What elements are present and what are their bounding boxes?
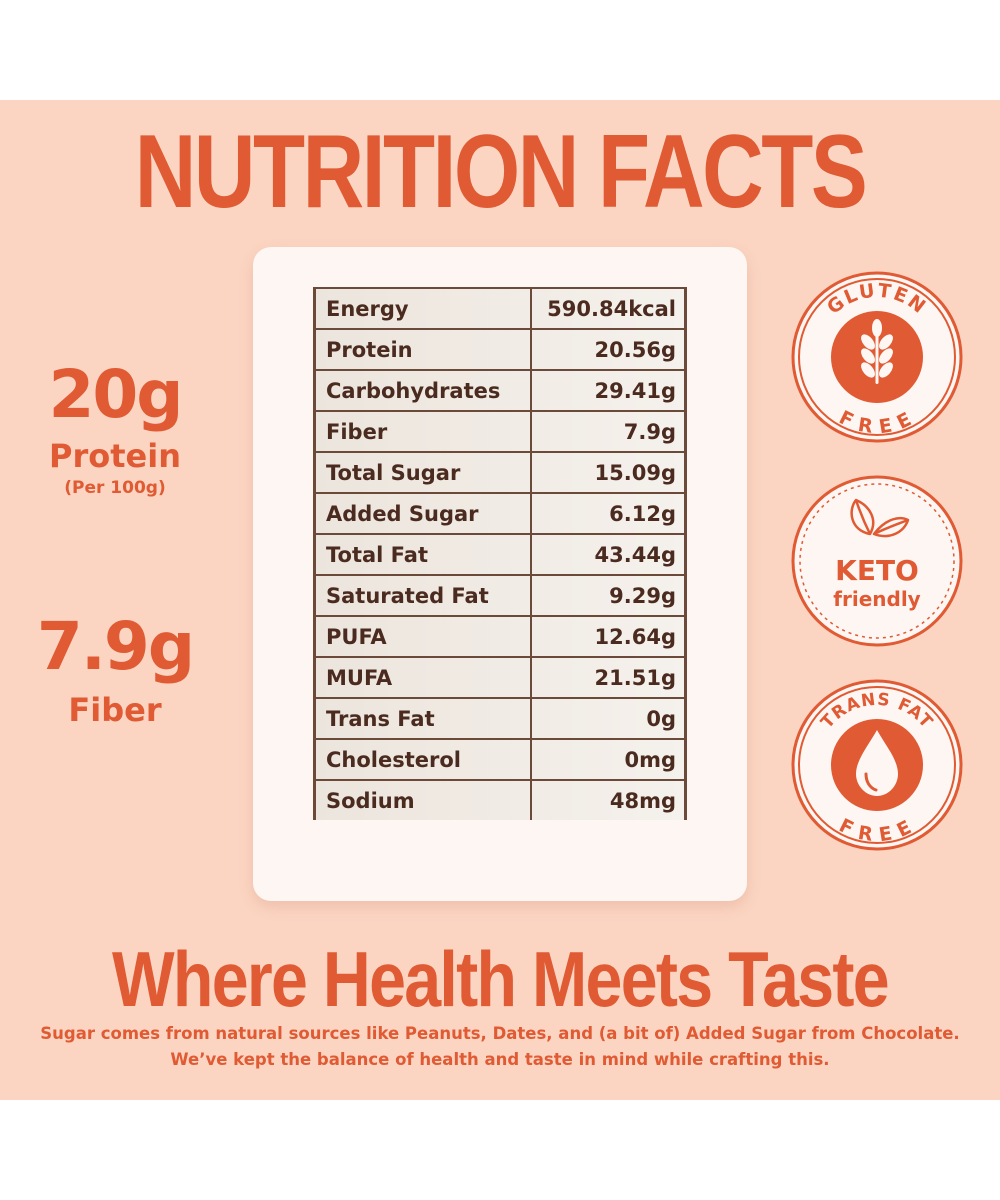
nutrient-value: 0mg: [530, 738, 687, 781]
keto-badge-line1: KETO: [835, 554, 919, 587]
nutrient-value: 7.9g: [530, 410, 687, 453]
table-row: PUFA 12.64g: [313, 615, 687, 658]
page-title: NUTRITION FACTS: [134, 114, 868, 230]
table-row: Total Fat 43.44g: [313, 533, 687, 576]
protein-stat-value: 20g: [48, 356, 183, 433]
gluten-free-badge: GLUTEN FREE: [791, 271, 963, 443]
nutrient-value: 43.44g: [530, 533, 687, 576]
nutrient-name: Total Fat: [313, 533, 532, 576]
keto-badge-line2: friendly: [833, 587, 920, 611]
nutrient-value: 29.41g: [530, 369, 687, 412]
table-row: Carbohydrates 29.41g: [313, 369, 687, 412]
table-row: Trans Fat 0g: [313, 697, 687, 740]
nutrient-value: 6.12g: [530, 492, 687, 535]
table-row: Cholesterol 0mg: [313, 738, 687, 781]
nutrient-value: 48mg: [530, 779, 687, 820]
nutrient-value: 15.09g: [530, 451, 687, 494]
nutrient-name: Trans Fat: [313, 697, 532, 740]
drop-icon: [856, 730, 898, 796]
protein-stat: 20g Protein (Per 100g): [30, 362, 200, 497]
nutrient-value: 9.29g: [530, 574, 687, 617]
nutrient-value: 12.64g: [530, 615, 687, 658]
description-line-2: We’ve kept the balance of health and tas…: [170, 1050, 830, 1069]
fiber-stat-label: Fiber: [68, 691, 162, 729]
table-row: Added Sugar 6.12g: [313, 492, 687, 535]
nutrient-value: 0g: [530, 697, 687, 740]
trans-fat-free-badge: TRANS FAT FREE: [791, 679, 963, 851]
nutrient-name: MUFA: [313, 656, 532, 699]
tagline: Where Health Meets Taste: [112, 935, 890, 1023]
nutrient-name: Sodium: [313, 779, 532, 820]
table-row: MUFA 21.51g: [313, 656, 687, 699]
table-row: Energy 590.84kcal: [313, 287, 687, 330]
nutrient-name: Energy: [313, 287, 532, 330]
nutrient-value: 20.56g: [530, 328, 687, 371]
nutrient-name: Added Sugar: [313, 492, 532, 535]
nutrient-name: Cholesterol: [313, 738, 532, 781]
table-row: Sodium 48mg: [313, 779, 687, 820]
nutrient-name: Total Sugar: [313, 451, 532, 494]
keto-friendly-badge: KETO friendly: [791, 475, 963, 647]
fiber-stat: 7.9g Fiber: [30, 608, 200, 729]
table-row: Saturated Fat 9.29g: [313, 574, 687, 617]
protein-stat-label: Protein: [49, 437, 181, 475]
nutrient-name: Fiber: [313, 410, 532, 453]
nutrition-table: Energy 590.84kcal Protein 20.56g Carbohydrat…: [313, 287, 687, 820]
table-row: Protein 20.56g: [313, 328, 687, 371]
wheat-icon: [861, 319, 893, 384]
nutrient-name: Protein: [313, 328, 532, 371]
table-row: Fiber 7.9g: [313, 410, 687, 453]
protein-stat-note: (Per 100g): [64, 478, 166, 498]
nutrient-name: Saturated Fat: [313, 574, 532, 617]
nutrient-name: Carbohydrates: [313, 369, 532, 412]
nutrient-name: PUFA: [313, 615, 532, 658]
table-row: Total Sugar 15.09g: [313, 451, 687, 494]
nutrient-value: 590.84kcal: [530, 287, 687, 330]
leaf-icon: [850, 498, 910, 538]
description-line-1: Sugar comes from natural sources like Pe…: [40, 1024, 960, 1043]
fiber-stat-value: 7.9g: [36, 608, 195, 685]
nutrient-value: 21.51g: [530, 656, 687, 699]
